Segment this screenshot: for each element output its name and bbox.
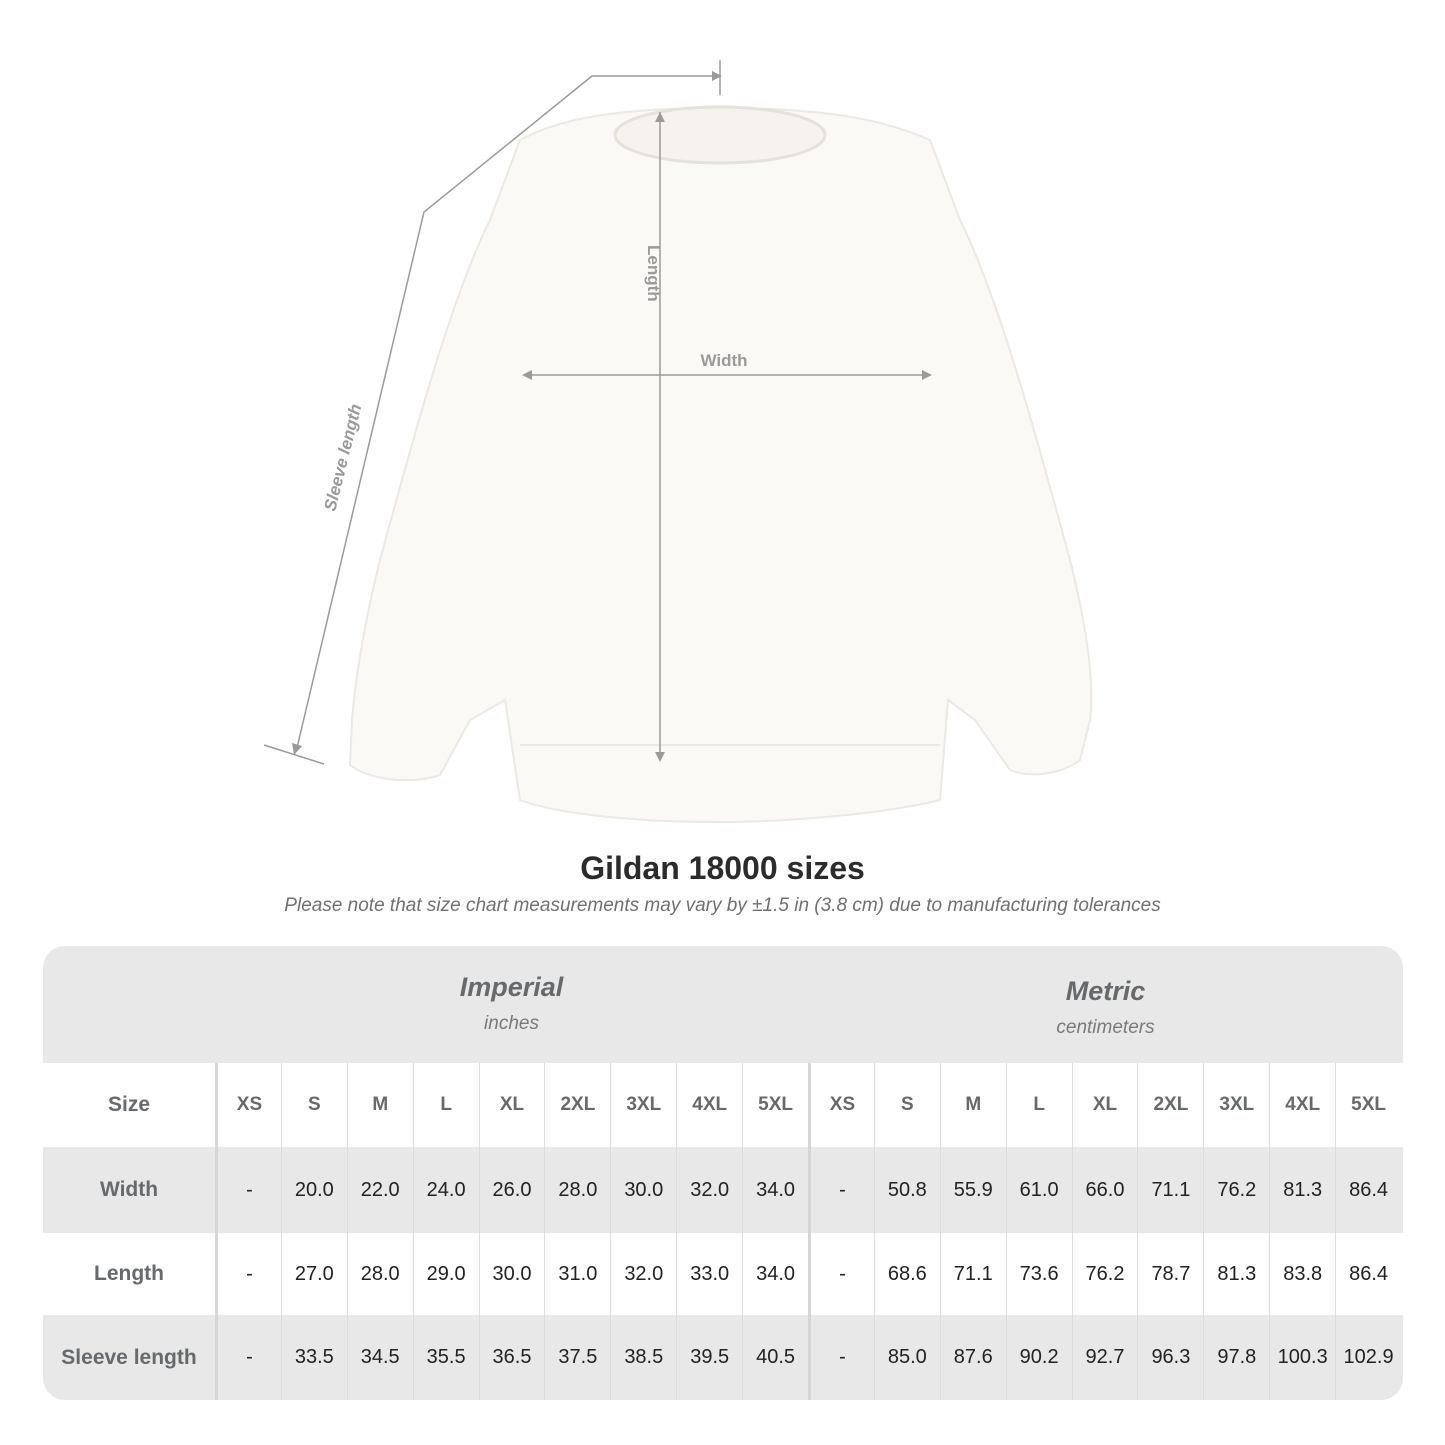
metric-value-XS: - <box>808 1147 874 1233</box>
metric-value-5XL: 102.9 <box>1335 1315 1401 1400</box>
width-label: Width <box>700 351 747 370</box>
metric-value-XS: - <box>808 1315 874 1400</box>
imperial-value-XS: - <box>215 1315 281 1400</box>
metric-value-2XL: 78.7 <box>1137 1233 1203 1315</box>
imperial-header: Imperial inches <box>215 972 808 1035</box>
metric-value-5XL: 86.4 <box>1335 1147 1401 1233</box>
table-row: Sleeve length -33.5 34.5 35.5 36.5 37.5 38.5 39… <box>43 1315 1403 1400</box>
metric-value-S: 85.0 <box>873 1315 940 1400</box>
metric-value-M: 71.1 <box>939 1233 1006 1315</box>
imperial-value-5XL: 34.0 <box>742 1147 808 1233</box>
table-row: Width -20.0 22.0 24.0 26.0 28.0 30.0 32.0 34.0-5… <box>43 1147 1403 1233</box>
metric-value-XL: 66.0 <box>1071 1147 1138 1233</box>
imperial-size-L: L <box>412 1063 479 1147</box>
imperial-value-5XL: 34.0 <box>742 1233 808 1315</box>
metric-size-2XL: 2XL <box>1137 1063 1203 1147</box>
imperial-value-L: 35.5 <box>412 1315 479 1400</box>
metric-value-3XL: 81.3 <box>1203 1233 1269 1315</box>
unit-header-band <box>43 946 1403 1063</box>
imperial-value-4XL: 39.5 <box>676 1315 742 1400</box>
metric-value-L: 90.2 <box>1005 1315 1072 1400</box>
imperial-value-XL: 26.0 <box>478 1147 545 1233</box>
row-label: Width <box>99 1178 159 1201</box>
metric-value-4XL: 100.3 <box>1269 1315 1335 1400</box>
imperial-size-5XL: 5XL <box>742 1063 808 1147</box>
sleeve-length-label: Sleeve length <box>320 402 365 513</box>
imperial-value-4XL: 32.0 <box>676 1147 742 1233</box>
page-title: Gildan 18000 sizes <box>580 850 865 886</box>
metric-size-4XL: 4XL <box>1269 1063 1335 1147</box>
metric-title: Metric <box>1065 976 1146 1006</box>
size-label: Size <box>107 1093 151 1116</box>
imperial-value-5XL: 40.5 <box>742 1315 808 1400</box>
imperial-size-3XL: 3XL <box>610 1063 676 1147</box>
metric-value-4XL: 81.3 <box>1269 1147 1335 1233</box>
imperial-value-3XL: 30.0 <box>610 1147 676 1233</box>
imperial-value-XS: - <box>215 1147 281 1233</box>
metric-size-XS: XS <box>808 1063 874 1147</box>
row-label: Sleeve length <box>61 1345 197 1369</box>
imperial-value-4XL: 33.0 <box>676 1233 742 1315</box>
metric-value-XL: 76.2 <box>1071 1233 1138 1315</box>
length-label: Length <box>644 245 663 302</box>
metric-value-3XL: 76.2 <box>1203 1147 1269 1233</box>
metric-size-L: L <box>1005 1063 1072 1147</box>
imperial-size-XS: XS <box>215 1063 281 1147</box>
metric-header: Metric centimeters <box>808 976 1403 1039</box>
table-row: Length -27.0 28.0 29.0 30.0 31.0 32.0 33.0 34.0-… <box>43 1233 1403 1315</box>
metric-size-5XL: 5XL <box>1335 1063 1401 1147</box>
metric-value-XL: 92.7 <box>1071 1315 1138 1400</box>
imperial-value-S: 20.0 <box>280 1147 347 1233</box>
imperial-value-2XL: 31.0 <box>544 1233 610 1315</box>
metric-value-4XL: 83.8 <box>1269 1233 1335 1315</box>
imperial-unit: inches <box>484 1013 539 1034</box>
imperial-size-XL: XL <box>478 1063 545 1147</box>
metric-size-XL: XL <box>1071 1063 1138 1147</box>
imperial-size-M: M <box>346 1063 413 1147</box>
size-table: Imperial inches Metric centimeters Size X… <box>43 946 1403 1400</box>
imperial-value-2XL: 28.0 <box>544 1147 610 1233</box>
metric-size-M: M <box>939 1063 1006 1147</box>
imperial-size-S: S <box>280 1063 347 1147</box>
imperial-value-XL: 30.0 <box>478 1233 545 1315</box>
metric-value-3XL: 97.8 <box>1203 1315 1269 1400</box>
metric-value-2XL: 96.3 <box>1137 1315 1203 1400</box>
imperial-value-M: 28.0 <box>346 1233 413 1315</box>
imperial-value-L: 29.0 <box>412 1233 479 1315</box>
row-label: Length <box>94 1262 164 1285</box>
imperial-value-M: 34.5 <box>346 1315 413 1400</box>
imperial-value-3XL: 38.5 <box>610 1315 676 1400</box>
metric-value-S: 68.6 <box>873 1233 940 1315</box>
metric-size-S: S <box>873 1063 940 1147</box>
sweatshirt <box>348 105 1093 824</box>
metric-value-M: 55.9 <box>939 1147 1006 1233</box>
metric-size-3XL: 3XL <box>1203 1063 1269 1147</box>
imperial-value-S: 27.0 <box>280 1233 347 1315</box>
imperial-value-L: 24.0 <box>412 1147 479 1233</box>
imperial-value-2XL: 37.5 <box>544 1315 610 1400</box>
sweatshirt-illustration: Length Width Sleeve length <box>263 60 1093 824</box>
metric-value-5XL: 86.4 <box>1335 1233 1401 1315</box>
metric-value-2XL: 71.1 <box>1137 1147 1203 1233</box>
metric-value-M: 87.6 <box>939 1315 1006 1400</box>
imperial-title: Imperial <box>459 972 564 1002</box>
metric-unit: centimeters <box>1056 1017 1155 1038</box>
metric-value-XS: - <box>808 1233 874 1315</box>
imperial-value-3XL: 32.0 <box>610 1233 676 1315</box>
metric-value-S: 50.8 <box>873 1147 940 1233</box>
tolerance-note: Please note that size chart measurements… <box>284 895 1161 916</box>
imperial-size-2XL: 2XL <box>544 1063 610 1147</box>
size-header-row: Size XS S M L XL 2XL 3XL 4XL 5XL XS S M L XL 2XL 3XL 4XL 5… <box>43 1063 1403 1147</box>
imperial-size-4XL: 4XL <box>676 1063 742 1147</box>
metric-value-L: 61.0 <box>1005 1147 1072 1233</box>
imperial-value-M: 22.0 <box>346 1147 413 1233</box>
metric-value-L: 73.6 <box>1005 1233 1072 1315</box>
imperial-value-S: 33.5 <box>280 1315 347 1400</box>
imperial-value-XL: 36.5 <box>478 1315 545 1400</box>
imperial-value-XS: - <box>215 1233 281 1315</box>
